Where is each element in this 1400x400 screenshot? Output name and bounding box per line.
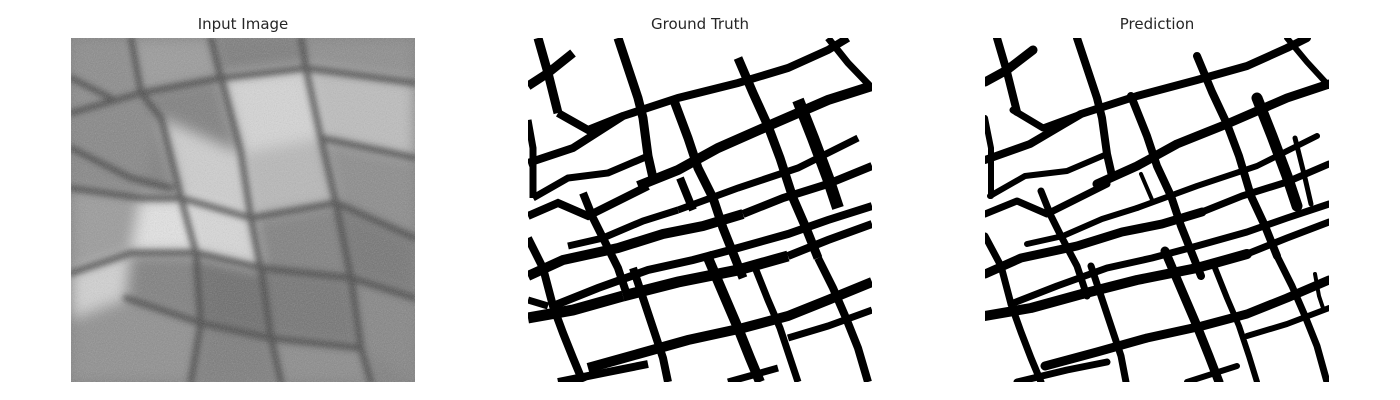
ground-truth-title: Ground Truth (651, 15, 749, 33)
prediction-image (985, 38, 1329, 382)
pred-boundaries (985, 38, 1329, 382)
input-grain (71, 38, 415, 382)
prediction-panel: Prediction (985, 0, 1329, 400)
gt-boundaries (528, 38, 872, 382)
prediction-svg (985, 38, 1329, 382)
input-image-title: Input Image (197, 15, 289, 33)
input-image-panel: Input Image (71, 0, 415, 400)
ground-truth-image (528, 38, 872, 382)
input-image (71, 38, 415, 382)
prediction-title: Prediction (1119, 15, 1195, 33)
ground-truth-panel: Ground Truth (528, 0, 872, 400)
ground-truth-svg (528, 38, 872, 382)
input-image-svg (71, 38, 415, 382)
